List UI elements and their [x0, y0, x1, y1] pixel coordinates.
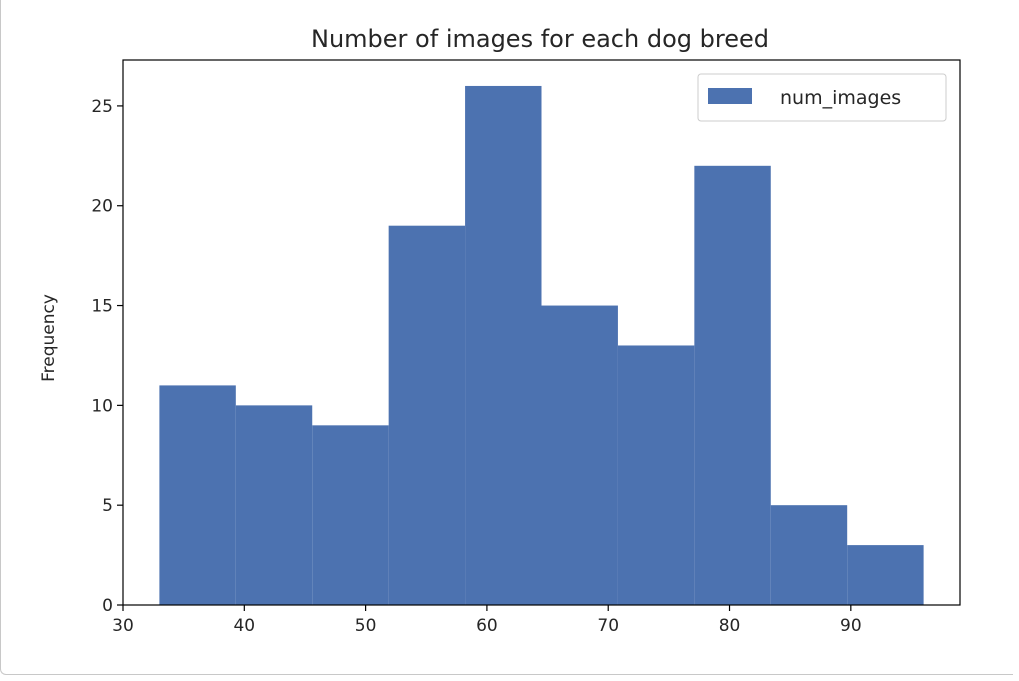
y-tick-label: 20: [91, 197, 113, 217]
y-axis-label: Frequency: [39, 294, 59, 382]
histogram-bar: [159, 385, 236, 605]
axes-frame: [122, 59, 961, 606]
legend-label: num_images: [780, 87, 901, 109]
histogram-bar: [770, 505, 848, 605]
histogram-bar: [694, 165, 771, 606]
x-tick-label: 60: [476, 616, 498, 636]
x-tick-label: 30: [112, 616, 134, 636]
bars-layer: [159, 85, 924, 606]
x-tick-label: 70: [597, 616, 619, 636]
histogram-bar: [235, 405, 313, 605]
y-tick-label: 10: [91, 396, 113, 416]
x-tick-label: 50: [355, 616, 377, 636]
y-tick-label: 5: [102, 496, 113, 516]
x-tick-label: 40: [233, 616, 255, 636]
chart-title: Number of images for each dog breed: [311, 25, 769, 53]
x-tick-label: 80: [719, 616, 741, 636]
x-ticks: 30 40 50 60 70 80 90: [112, 605, 862, 636]
histogram-bar: [465, 85, 542, 605]
y-ticks: 0 5 10 15 20 25: [91, 97, 123, 616]
legend-box: [697, 73, 947, 122]
histogram-bar: [847, 545, 924, 605]
legend: num_images: [697, 73, 947, 122]
y-tick-label: 15: [91, 297, 113, 317]
y-tick-label: 0: [102, 596, 113, 616]
legend-swatch: [708, 88, 752, 104]
y-tick-label: 25: [91, 97, 113, 117]
histogram-bar: [312, 425, 389, 605]
x-tick-label: 90: [840, 616, 862, 636]
histogram-bar: [388, 225, 466, 605]
histogram-bar: [617, 345, 695, 605]
histogram-bar: [541, 305, 618, 605]
